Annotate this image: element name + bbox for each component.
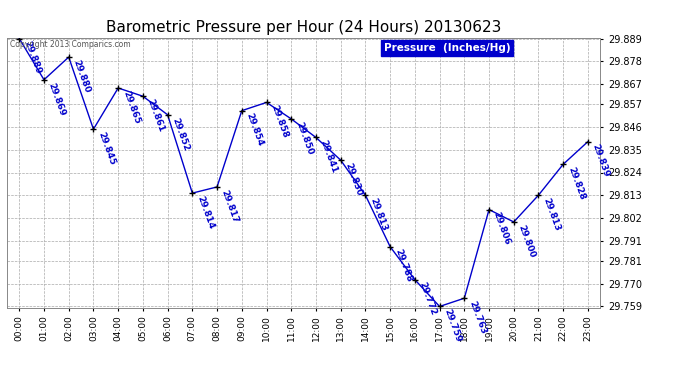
Text: 29.814: 29.814 <box>195 195 215 230</box>
Text: 29.772: 29.772 <box>417 281 438 317</box>
Text: 29.841: 29.841 <box>319 139 339 175</box>
Text: 29.763: 29.763 <box>467 300 487 336</box>
Text: 29.865: 29.865 <box>121 89 141 125</box>
Text: 29.839: 29.839 <box>591 143 611 179</box>
Text: Pressure  (Inches/Hg): Pressure (Inches/Hg) <box>384 43 511 53</box>
Text: 29.845: 29.845 <box>96 130 117 166</box>
Text: 29.813: 29.813 <box>541 196 562 232</box>
Text: 29.800: 29.800 <box>517 224 537 259</box>
Text: 29.852: 29.852 <box>170 116 190 152</box>
Text: 29.854: 29.854 <box>244 112 265 148</box>
Text: 29.889: 29.889 <box>22 40 42 76</box>
Text: 29.813: 29.813 <box>368 196 388 232</box>
Text: Copyright 2013 Comparics.com: Copyright 2013 Comparics.com <box>10 40 130 49</box>
Text: 29.806: 29.806 <box>492 211 512 247</box>
Text: 29.788: 29.788 <box>393 248 413 284</box>
Text: 29.858: 29.858 <box>269 104 290 140</box>
Text: 29.869: 29.869 <box>47 81 67 117</box>
Text: 29.817: 29.817 <box>220 188 240 224</box>
Text: 29.850: 29.850 <box>294 120 315 156</box>
Text: 29.759: 29.759 <box>442 308 463 344</box>
Title: Barometric Pressure per Hour (24 Hours) 20130623: Barometric Pressure per Hour (24 Hours) … <box>106 20 502 35</box>
Text: 29.830: 29.830 <box>344 162 364 197</box>
Text: 29.861: 29.861 <box>146 98 166 134</box>
Text: 29.880: 29.880 <box>72 58 92 94</box>
Text: 29.828: 29.828 <box>566 166 586 201</box>
